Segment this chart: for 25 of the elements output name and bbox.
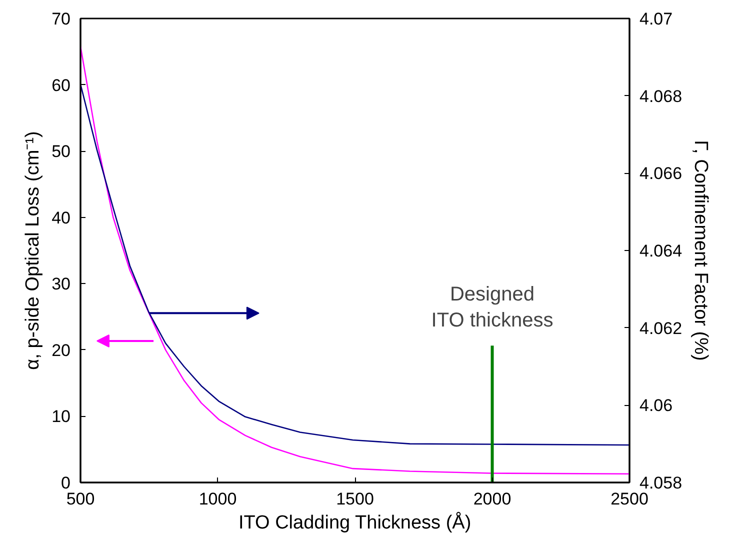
y-tick-label: 60 <box>52 76 71 95</box>
x-tick-label: 1500 <box>336 490 374 508</box>
y-tick-label: 50 <box>52 142 71 162</box>
x-tick-label: 1000 <box>198 490 237 508</box>
x-tick-label: 2500 <box>610 490 648 508</box>
ref-line-label: Designed ITO thickness <box>431 283 554 332</box>
y-tick-label: 70 <box>52 10 71 28</box>
y2-tick-label: 4.064 <box>640 242 682 260</box>
y2-tick-label: 4.07 <box>640 10 673 28</box>
y2-tick-label: 4.066 <box>640 164 682 184</box>
y-tick-label: 20 <box>52 340 71 360</box>
line-series <box>80 84 630 446</box>
y-tick-label: 0 <box>61 474 71 492</box>
x-tick-label: 500 <box>66 490 95 508</box>
y2-tick-label: 4.058 <box>640 474 682 492</box>
y2-axis-title: Γ, Confinement Factor (%) <box>690 140 712 361</box>
y-axis-title: α, p-side Optical Loss (cm⁻¹) <box>22 131 44 370</box>
x-axis-title: ITO Cladding Thickness (Å) <box>238 512 472 534</box>
y-tick-label: 10 <box>52 407 71 426</box>
y-tick-label: 40 <box>52 208 71 228</box>
y2-tick-label: 4.068 <box>640 86 682 106</box>
y2-tick-label: 4.062 <box>640 318 682 338</box>
x-tick-label: 2000 <box>473 490 512 508</box>
y2-tick-label: 4.06 <box>640 396 673 416</box>
y-tick-label: 30 <box>52 274 71 294</box>
